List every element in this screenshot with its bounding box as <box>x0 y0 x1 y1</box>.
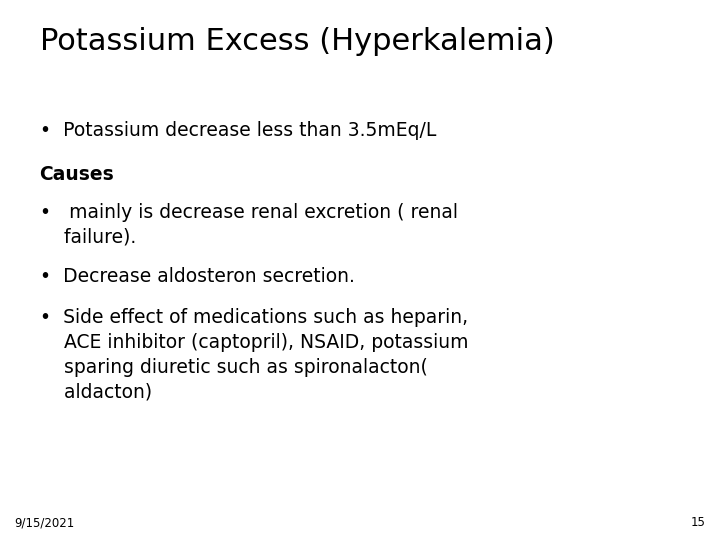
Text: •  Potassium decrease less than 3.5mEq/L: • Potassium decrease less than 3.5mEq/L <box>40 122 436 140</box>
Text: •  Decrease aldosteron secretion.: • Decrease aldosteron secretion. <box>40 267 354 286</box>
Text: Causes: Causes <box>40 165 114 184</box>
Text: •   mainly is decrease renal excretion ( renal
    failure).: • mainly is decrease renal excretion ( r… <box>40 202 458 246</box>
Text: Potassium Excess (Hyperkalemia): Potassium Excess (Hyperkalemia) <box>40 27 554 56</box>
Text: 9/15/2021: 9/15/2021 <box>14 516 75 529</box>
Text: •  Side effect of medications such as heparin,
    ACE inhibitor (captopril), NS: • Side effect of medications such as hep… <box>40 308 468 402</box>
Text: 15: 15 <box>690 516 706 529</box>
